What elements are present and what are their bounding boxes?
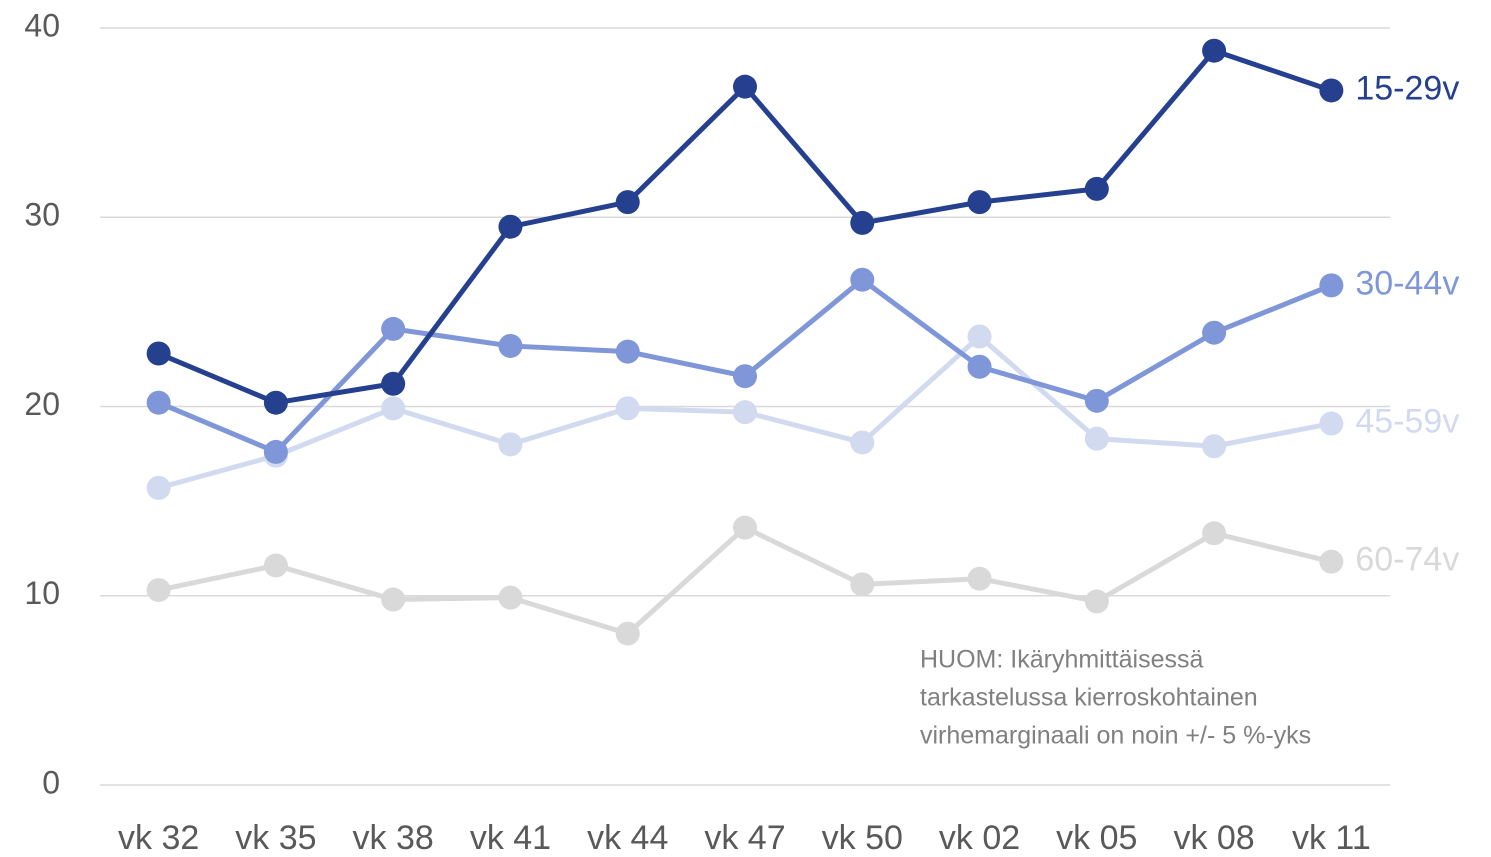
data-point <box>498 214 523 239</box>
x-tick-label: vk 11 <box>1292 819 1371 857</box>
data-point <box>263 553 288 578</box>
data-point <box>146 390 171 415</box>
data-point <box>381 587 406 612</box>
data-point <box>733 74 757 99</box>
data-point <box>615 396 640 421</box>
data-point <box>850 210 875 235</box>
data-point <box>1202 38 1227 63</box>
data-point <box>850 572 875 597</box>
x-tick-label: vk 35 <box>235 819 316 857</box>
data-point <box>1319 273 1344 298</box>
data-point <box>263 390 288 415</box>
y-tick-label: 20 <box>24 386 60 422</box>
series-label: 45-59v <box>1355 403 1459 441</box>
data-point <box>1319 549 1344 574</box>
x-tick-label: vk 08 <box>1173 819 1254 857</box>
series-line <box>157 47 1333 406</box>
x-tick-label: vk 02 <box>939 819 1020 857</box>
x-tick-label: vk 38 <box>353 819 434 857</box>
data-point <box>381 396 406 421</box>
data-point <box>1084 426 1109 451</box>
data-point <box>615 621 640 646</box>
series-label: 60-74v <box>1355 541 1459 579</box>
data-point <box>1319 78 1344 103</box>
data-point <box>850 430 875 455</box>
y-tick-label: 10 <box>24 575 60 611</box>
y-tick-label: 30 <box>24 197 60 233</box>
annotation: tarkastelussa kierroskohtainen <box>920 684 1258 712</box>
data-point <box>1202 320 1227 345</box>
data-point <box>146 475 171 500</box>
data-point <box>1202 521 1227 546</box>
x-tick-label: vk 05 <box>1056 819 1137 857</box>
data-point <box>146 578 171 603</box>
data-point <box>733 364 757 389</box>
x-tick-label: vk 50 <box>822 819 903 857</box>
data-point <box>381 316 406 341</box>
data-point <box>498 432 523 457</box>
annotation: HUOM: Ikäryhmittäisessä <box>920 646 1203 674</box>
series-line <box>158 524 1332 637</box>
data-point <box>733 515 757 540</box>
data-point <box>1319 411 1344 436</box>
series-label: 30-44v <box>1355 264 1459 302</box>
series-label: 15-29v <box>1355 69 1459 107</box>
data-point <box>263 439 288 464</box>
x-tick-label: vk 41 <box>470 819 551 857</box>
data-point <box>967 324 992 349</box>
data-point <box>1084 388 1109 413</box>
data-point <box>615 339 640 364</box>
y-tick-label: 40 <box>24 7 60 43</box>
x-tick-label: vk 32 <box>118 819 199 857</box>
data-point <box>1084 589 1109 614</box>
data-point <box>733 400 757 425</box>
data-point <box>850 267 875 292</box>
data-point <box>1084 176 1109 201</box>
annotation: virhemarginaali on noin +/- 5 %-yks <box>920 722 1311 750</box>
data-point <box>615 190 640 215</box>
data-point <box>967 190 992 215</box>
data-point <box>146 341 171 366</box>
data-point <box>498 333 523 358</box>
data-point <box>967 354 992 379</box>
data-point <box>381 371 406 396</box>
data-point <box>967 566 992 591</box>
data-point <box>498 585 523 610</box>
data-point <box>1202 434 1227 459</box>
x-tick-label: vk 47 <box>704 819 785 857</box>
x-tick-label: vk 44 <box>587 819 668 857</box>
y-tick-label: 0 <box>42 764 60 800</box>
